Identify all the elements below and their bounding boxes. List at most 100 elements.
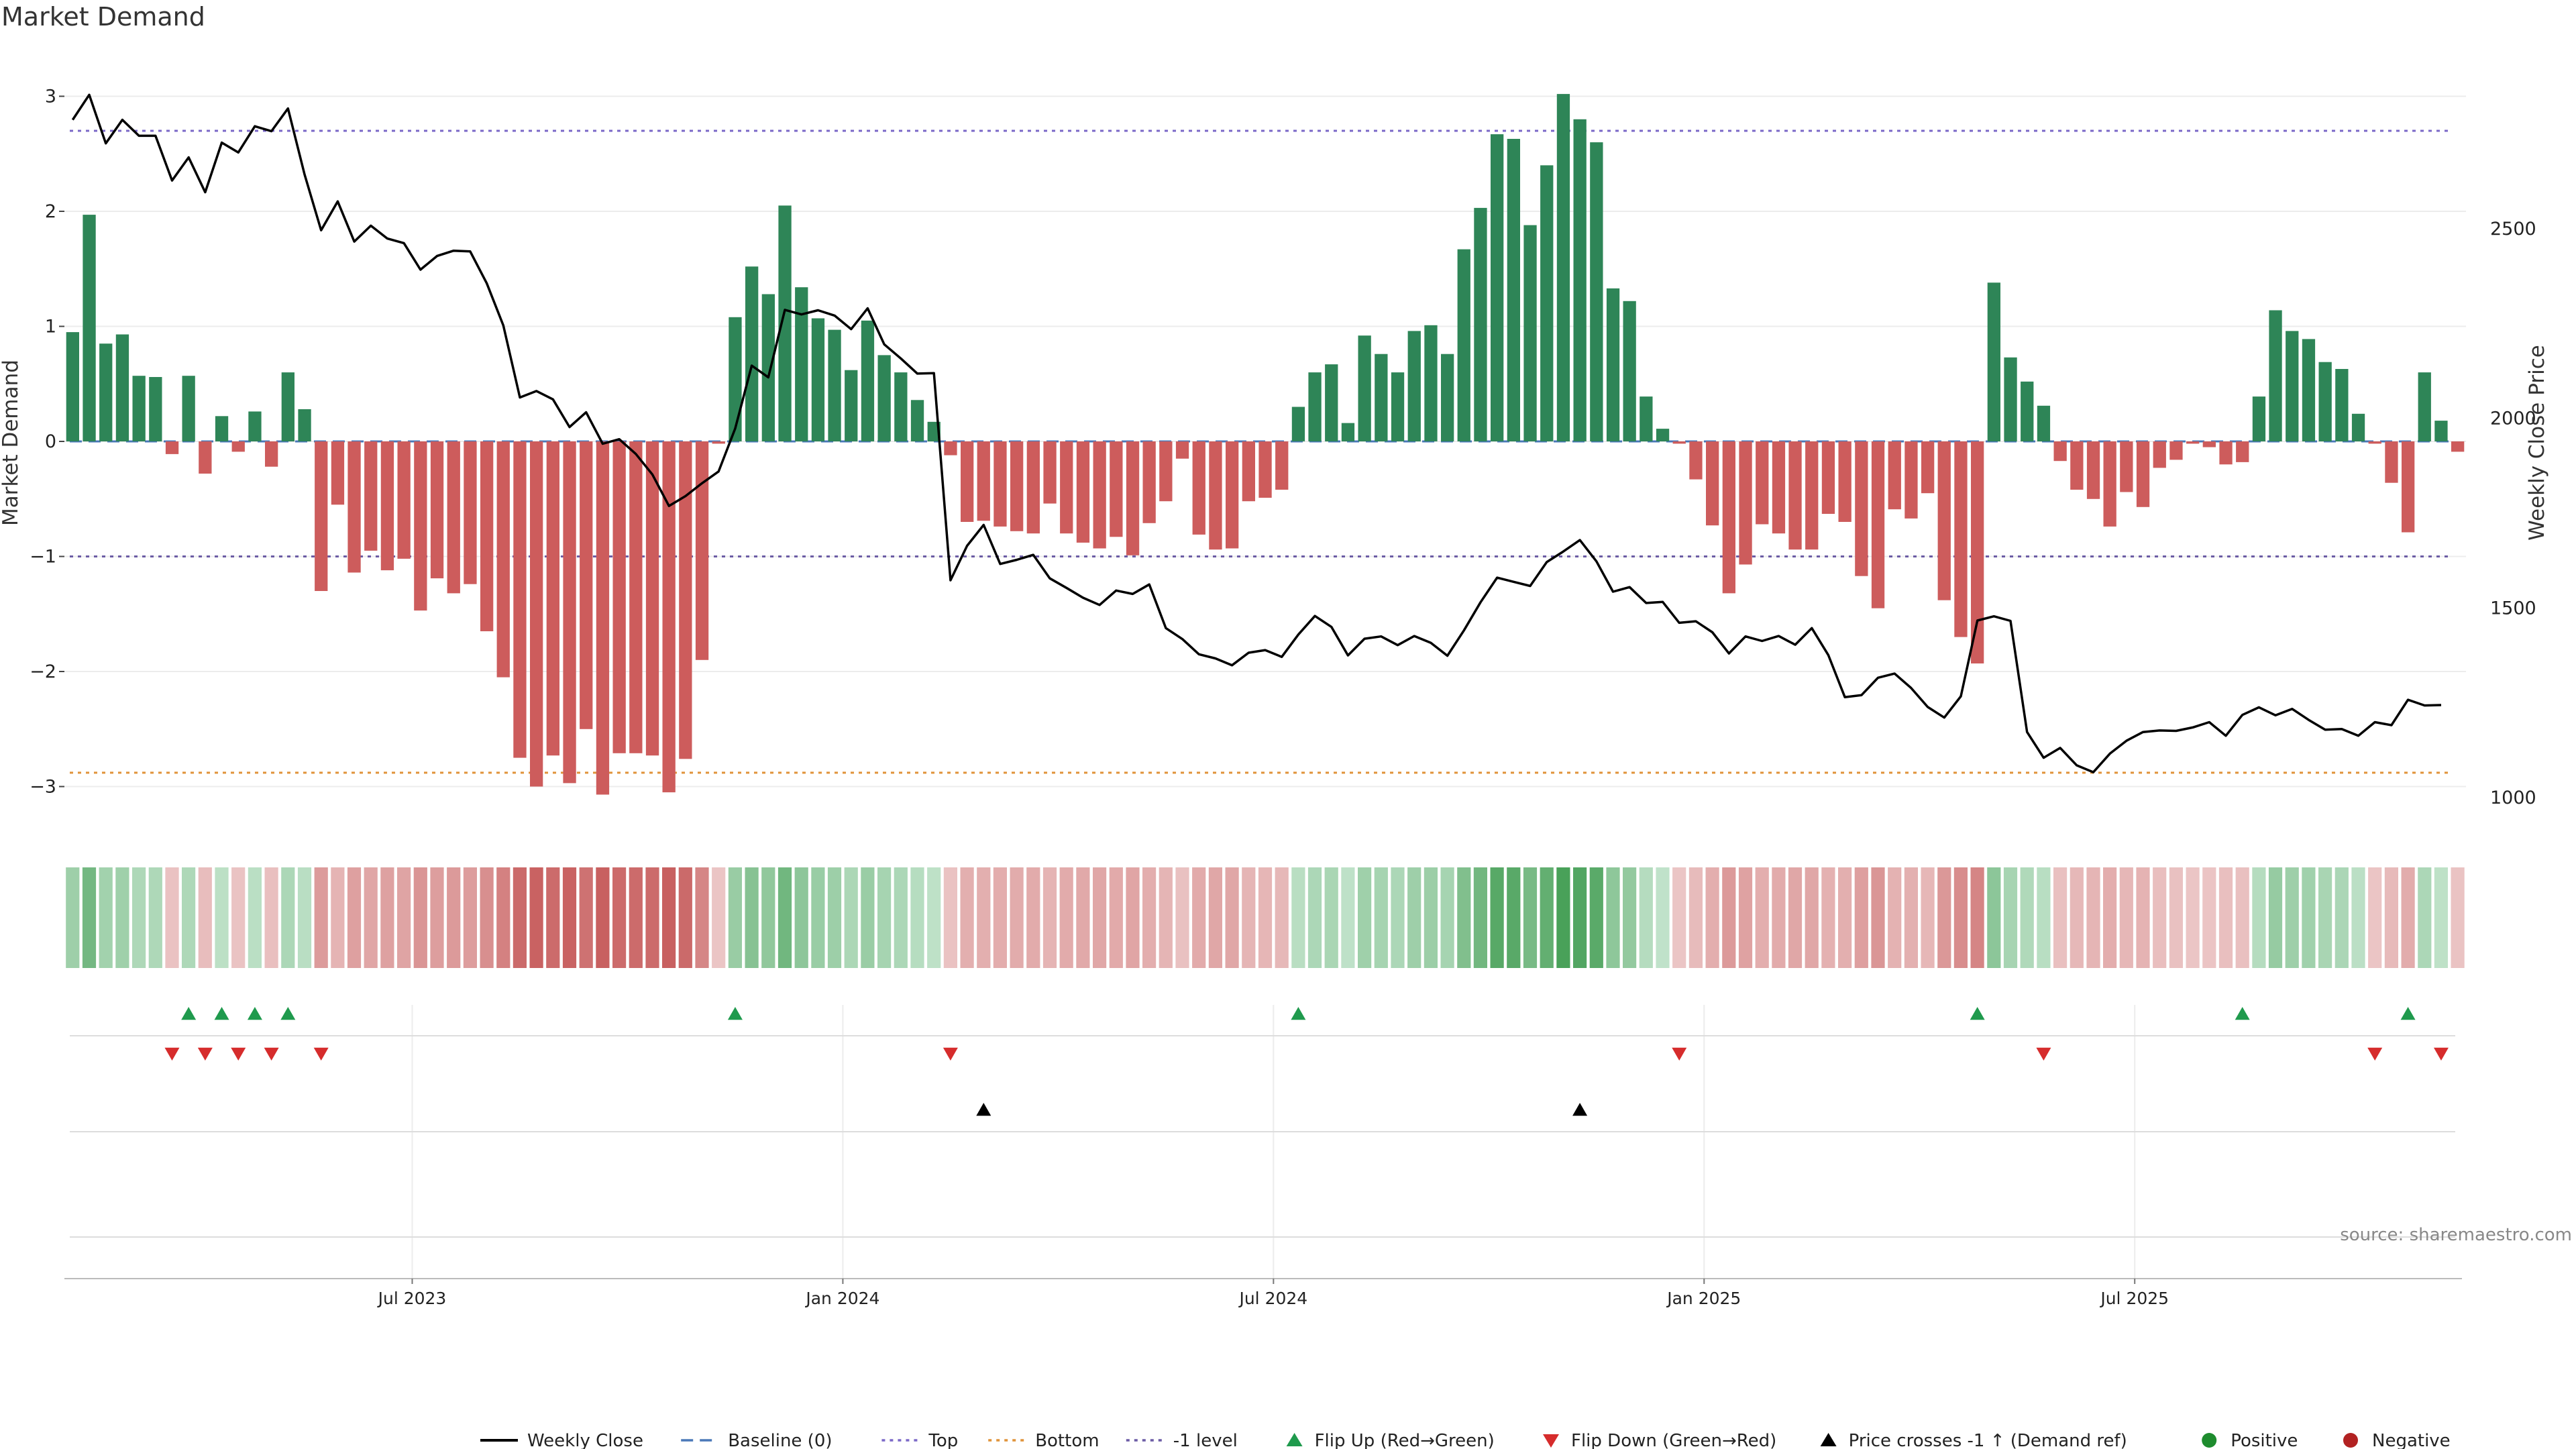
demand-bar <box>2153 441 2166 468</box>
demand-bar <box>1523 225 1537 441</box>
demand-bar <box>712 441 725 444</box>
demand-bar <box>977 441 990 521</box>
y-axis-left: 3 2 1 0 −1 −2 −3 Market Demand <box>0 87 64 798</box>
demand-bar <box>1491 134 1504 441</box>
heat-cell <box>397 867 411 968</box>
heat-cell <box>231 867 246 968</box>
flip-down-marker <box>231 1047 246 1061</box>
heat-cell <box>2020 867 2034 968</box>
heat-cell <box>1109 867 1123 968</box>
legend-label: Top <box>928 1431 958 1449</box>
legend-label: Positive <box>2231 1431 2298 1449</box>
demand-bar <box>546 441 559 756</box>
heat-cell <box>1821 867 1835 968</box>
demand-bar <box>1623 301 1636 441</box>
demand-bar <box>2037 405 2051 441</box>
demand-bar <box>2302 339 2316 441</box>
heat-cell <box>264 867 278 968</box>
demand-bar <box>397 441 411 559</box>
y-tick-label: 1 <box>45 317 56 337</box>
demand-bar <box>910 400 924 441</box>
heat-cell <box>728 867 742 968</box>
y2-tick-label: 2000 <box>2490 409 2536 429</box>
heat-cell <box>1358 867 1372 968</box>
source-note: source: sharemaestro.com <box>2340 1225 2572 1245</box>
demand-bar <box>1308 372 1322 441</box>
demand-bar <box>99 343 113 441</box>
heat-cell <box>1026 867 1040 968</box>
demand-bar <box>729 317 742 441</box>
legend-swatch <box>1286 1433 1303 1446</box>
demand-bar <box>1026 441 1040 534</box>
demand-bar <box>430 441 444 579</box>
demand-bar <box>1821 441 1835 514</box>
heat-cell <box>66 867 80 968</box>
demand-bar <box>298 409 311 441</box>
demand-bar <box>1556 94 1570 442</box>
flip-up-marker <box>1970 1007 1985 1020</box>
legend-label: Negative <box>2372 1431 2451 1449</box>
y-tick-label: 0 <box>45 431 56 452</box>
heat-cell <box>2103 867 2117 968</box>
heat-cell <box>1937 867 1951 968</box>
demand-bar <box>1937 441 1951 600</box>
y-tick-label: −1 <box>30 547 56 568</box>
heat-cell <box>2037 867 2051 968</box>
heat-cell <box>1275 867 1289 968</box>
y-tick-label: 3 <box>45 87 56 107</box>
heat-cell <box>380 867 394 968</box>
demand-bar <box>1706 441 1719 526</box>
demand-bar <box>1739 441 1752 565</box>
demand-bar <box>1010 441 1024 531</box>
flip-down-marker <box>164 1047 180 1061</box>
demand-bar <box>629 441 643 753</box>
legend-label: Weekly Close <box>527 1431 643 1449</box>
heat-cell <box>1424 867 1438 968</box>
heat-cell <box>1953 867 1968 968</box>
heat-cell <box>1225 867 1239 968</box>
demand-bar <box>596 441 610 795</box>
heat-cell <box>1374 867 1388 968</box>
heat-cell <box>2318 867 2332 968</box>
heat-cell <box>2153 867 2167 968</box>
flip-up-marker <box>2235 1007 2250 1020</box>
heat-cell <box>2334 867 2349 968</box>
demand-bar <box>1175 441 1189 459</box>
x-tick-label: Jan 2024 <box>804 1289 879 1308</box>
demand-bar <box>2120 441 2133 492</box>
legend-swatch <box>1543 1434 1559 1448</box>
heat-cell <box>960 867 974 968</box>
demand-bar <box>231 441 245 452</box>
heat-cell <box>1573 867 1587 968</box>
demand-bar <box>165 441 179 454</box>
heat-cell <box>2202 867 2216 968</box>
demand-bar <box>2385 441 2398 483</box>
flip-down-marker <box>197 1047 213 1061</box>
demand-bar <box>2236 441 2249 462</box>
demand-bar <box>1772 441 1786 534</box>
heat-cell <box>430 867 444 968</box>
demand-bar <box>612 441 626 753</box>
heat-cell <box>678 867 692 968</box>
demand-bar <box>580 441 593 729</box>
legend: Weekly Close Baseline (0) Top Bottom -1 leve… <box>480 1431 2451 1449</box>
demand-bars <box>66 94 2465 795</box>
demand-bar <box>464 441 477 584</box>
y-axis-right: 2500 2000 1500 1000 Weekly Close Price <box>2490 219 2549 808</box>
heat-cell <box>1258 867 1273 968</box>
demand-bar <box>761 294 775 441</box>
demand-bar <box>1126 441 1140 555</box>
demand-bar <box>811 318 825 441</box>
heat-cell <box>99 867 113 968</box>
demand-bar <box>182 376 195 441</box>
flip-up-marker <box>280 1007 296 1020</box>
demand-bar <box>1904 441 1918 519</box>
price-series <box>71 93 2442 773</box>
y2-tick-label: 1500 <box>2490 598 2536 619</box>
heat-cell <box>82 867 97 968</box>
heat-cell <box>2384 867 2398 968</box>
flip-down-marker <box>313 1047 329 1061</box>
demand-bar <box>994 441 1007 527</box>
x-axis: Jul 2023 Jan 2024 Jul 2024 Jan 2025 Jul 2025 <box>64 1278 2462 1308</box>
demand-bar <box>2286 331 2299 441</box>
